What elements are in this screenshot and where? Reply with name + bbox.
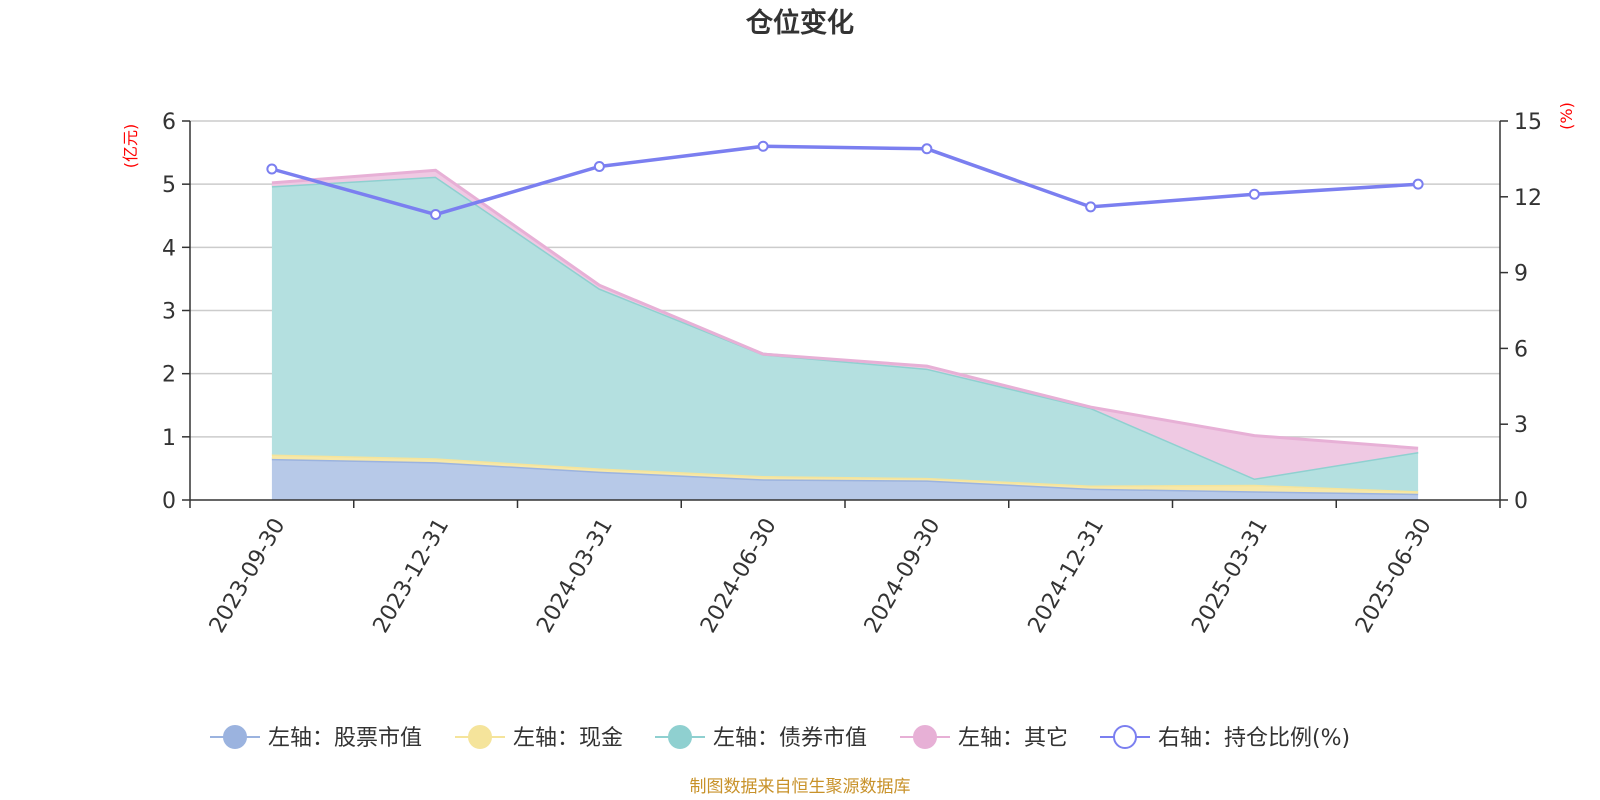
left-axis-tick-label: 0 xyxy=(162,489,176,514)
ratio-point xyxy=(757,140,769,152)
stacked-areas xyxy=(271,168,1419,500)
chart-title: 仓位变化 xyxy=(745,7,854,39)
legend-marker xyxy=(1113,725,1137,749)
legend-marker xyxy=(223,725,247,749)
ratio-line xyxy=(266,140,1424,220)
legend-item: 右轴：持仓比例(%) xyxy=(1100,725,1350,751)
left-axis-tick-label: 5 xyxy=(162,173,176,198)
left-axis-tick-label: 6 xyxy=(162,110,176,135)
ratio-point xyxy=(921,143,933,155)
ratio-line-path xyxy=(271,144,1419,217)
right-axis-tick-label: 9 xyxy=(1514,262,1528,287)
x-axis-tick-label: 2025-03-31 xyxy=(1187,514,1273,637)
area-edge-3 xyxy=(271,168,1419,450)
legend-label: 左轴：其它 xyxy=(958,726,1068,751)
ratio-point xyxy=(593,160,605,172)
right-axis-tick-label: 0 xyxy=(1514,489,1528,514)
legend-item: 左轴：现金 xyxy=(455,725,623,751)
legend-marker xyxy=(468,725,492,749)
right-axis-tick-label: 3 xyxy=(1514,413,1528,438)
right-axis-unit: (%) xyxy=(1557,102,1576,130)
legend-marker xyxy=(913,725,937,749)
left-axis-unit: (亿元) xyxy=(121,124,140,169)
right-axis-tick-label: 15 xyxy=(1514,110,1542,135)
x-axis-tick-label: 2024-12-31 xyxy=(1024,514,1110,637)
right-axis-tick-label: 12 xyxy=(1514,186,1542,211)
legend-label: 左轴：现金 xyxy=(513,726,623,751)
x-axis-tick-label: 2023-12-31 xyxy=(369,514,455,637)
x-axis-tick-label: 2024-06-30 xyxy=(696,514,782,637)
legend-label: 左轴：债券市值 xyxy=(713,726,867,751)
x-axis-tick-label: 2023-09-30 xyxy=(205,514,291,637)
area-2 xyxy=(271,176,1419,492)
legend-item: 左轴：其它 xyxy=(900,725,1068,751)
legend-item: 左轴：债券市值 xyxy=(655,725,867,751)
left-axis-tick-label: 3 xyxy=(162,300,176,325)
legend: 左轴：股票市值 左轴：现金 左轴：债券市值 左轴：其它 右轴：持仓比例(%) xyxy=(210,725,1350,751)
legend-label: 右轴：持仓比例(%) xyxy=(1158,726,1350,751)
left-axis-tick-label: 1 xyxy=(162,426,176,451)
legend-marker xyxy=(668,725,692,749)
right-axis-tick-label: 6 xyxy=(1514,337,1528,362)
legend-label: 左轴：股票市值 xyxy=(268,726,422,751)
ratio-point xyxy=(430,208,442,220)
x-axis-tick-label: 2025-06-30 xyxy=(1351,514,1437,637)
data-source-note: 制图数据来自恒生聚源数据库 xyxy=(690,777,911,797)
area-3 xyxy=(271,170,1419,479)
ratio-point xyxy=(1248,188,1260,200)
ratio-point xyxy=(266,163,278,175)
left-axis-tick-label: 2 xyxy=(162,363,176,388)
x-axis-tick-label: 2024-09-30 xyxy=(860,514,946,637)
left-axis-tick-label: 4 xyxy=(162,236,176,261)
ratio-point xyxy=(1412,178,1424,190)
legend-item: 左轴：股票市值 xyxy=(210,725,422,751)
ratio-point xyxy=(1085,201,1097,213)
x-axis-tick-label: 2024-03-31 xyxy=(532,514,618,637)
